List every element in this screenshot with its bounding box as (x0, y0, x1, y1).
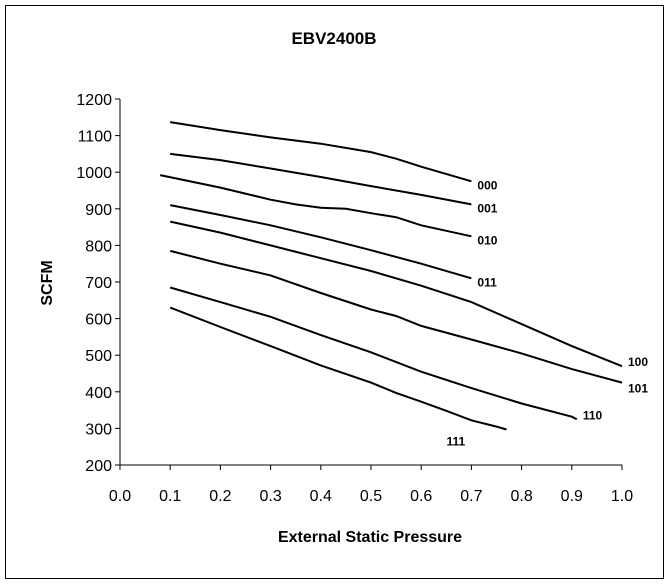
series-line-001 (170, 152, 472, 206)
series-line-100 (169, 220, 623, 368)
series-line-101 (169, 249, 623, 384)
y-tick-label: 500 (85, 348, 112, 365)
x-axis-title: External Static Pressure (278, 529, 462, 546)
series-line-010 (159, 174, 472, 238)
y-tick-label: 200 (85, 458, 112, 475)
chart-title: EBV2400B (291, 29, 376, 48)
series-label-001: 001 (477, 201, 497, 215)
series-label-101: 101 (628, 382, 648, 396)
series-label-111: 111 (447, 434, 466, 448)
x-tick-label: 0.3 (259, 488, 281, 505)
x-tick-label: 0.1 (159, 488, 181, 505)
y-tick-label: 300 (85, 421, 112, 438)
x-tick-label: 0.2 (209, 488, 231, 505)
y-tick-label: 1100 (78, 129, 113, 146)
y-axis-title: SCFM (39, 260, 56, 305)
x-tick-label: 0.7 (460, 488, 482, 505)
series-label-010: 010 (477, 233, 497, 247)
series-line-011 (170, 204, 472, 280)
y-tick-label: 700 (85, 275, 112, 292)
series-label-110: 110 (583, 408, 603, 422)
series-line-000 (170, 121, 472, 183)
x-tick-label: 0.4 (310, 488, 332, 505)
series-label-000: 000 (477, 178, 497, 192)
x-tick-label: 0.8 (510, 488, 532, 505)
y-tick-label: 800 (85, 238, 112, 255)
y-tick-label: 600 (85, 312, 112, 329)
series-line-110 (169, 286, 578, 421)
x-tick-label: 0.5 (360, 488, 382, 505)
plot-area: 200 300 400 500 600 700 800 900 1000 1100 1200 0.0 0… (76, 92, 648, 505)
chart-border (5, 5, 664, 579)
y-tick-label: 1000 (76, 165, 112, 182)
y-tick-label: 1200 (76, 92, 112, 109)
y-tick-label: 400 (85, 385, 112, 402)
x-tick-label: 1.0 (611, 488, 633, 505)
x-tick-label: 0.0 (109, 488, 131, 505)
series-line-111 (169, 306, 507, 431)
series-label-011: 011 (477, 275, 497, 289)
series-label-100: 100 (628, 355, 648, 369)
x-tick-label: 0.9 (561, 488, 583, 505)
x-tick-label: 0.6 (410, 488, 432, 505)
y-tick-label: 900 (85, 202, 112, 219)
